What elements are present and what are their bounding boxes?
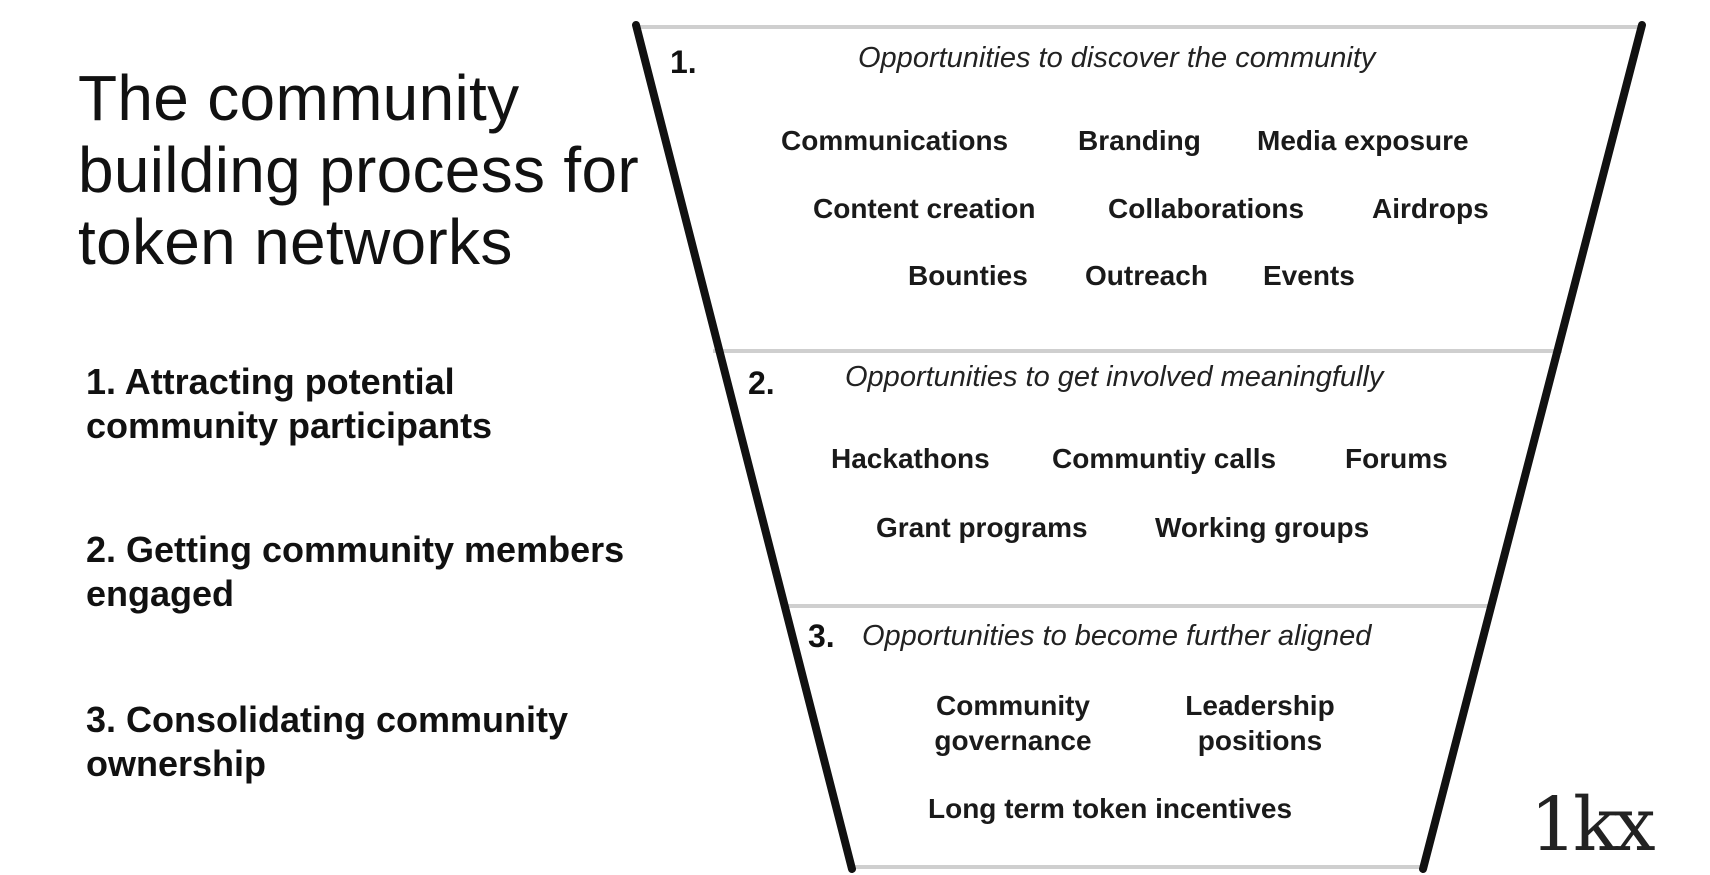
tier-2-heading: Opportunities to get involved meaningful… <box>845 361 1384 393</box>
tier-1-item-events: Events <box>1263 260 1355 291</box>
tier-2-number: 2. <box>748 365 775 401</box>
tier-2-item-grant-programs: Grant programs <box>876 512 1088 543</box>
tier-2-item-hackathons: Hackathons <box>831 443 990 474</box>
tier-1-item-content-creation: Content creation <box>813 193 1036 224</box>
tier-1-item-communications: Communications <box>781 125 1009 156</box>
tier-3-item-leadership-positions: Leadership positions <box>1185 690 1335 756</box>
tier-1-item-collaborations: Collaborations <box>1108 193 1305 224</box>
tier-1-item-bounties: Bounties <box>908 260 1028 291</box>
tier-1-item-media-exposure: Media exposure <box>1257 125 1469 156</box>
funnel-left-wall <box>632 21 856 873</box>
tier-3-item-community-governance: Community governance <box>934 690 1092 756</box>
tier-2-item-forums: Forums <box>1345 443 1448 474</box>
page-title: The community building process for token… <box>78 62 639 278</box>
tier-2-item-community-calls: Communtiy calls <box>1052 443 1277 474</box>
funnel-right-wall <box>1419 21 1646 873</box>
tier-3-number: 3. <box>808 618 835 654</box>
stage-2-label: 2. Getting community members engaged <box>86 529 625 614</box>
tier-3-item-long-term-token-incentives: Long term token incentives <box>928 793 1293 824</box>
tier-1-heading: Opportunities to discover the community <box>858 42 1376 74</box>
tier-1-item-branding: Branding <box>1078 125 1201 156</box>
stage-1-label: 1. Attracting potential community partic… <box>86 361 493 446</box>
tier-3-heading: Opportunities to become further aligned <box>862 620 1372 652</box>
brand-logo: 1kx <box>1530 782 1656 868</box>
tier-2-item-working-groups: Working groups <box>1155 512 1370 543</box>
tier-1-number: 1. <box>670 44 697 80</box>
tier-1-item-outreach: Outreach <box>1085 260 1208 291</box>
stage-3-label: 3. Consolidating community ownership <box>86 699 569 784</box>
tier-1-item-airdrops: Airdrops <box>1372 193 1489 224</box>
